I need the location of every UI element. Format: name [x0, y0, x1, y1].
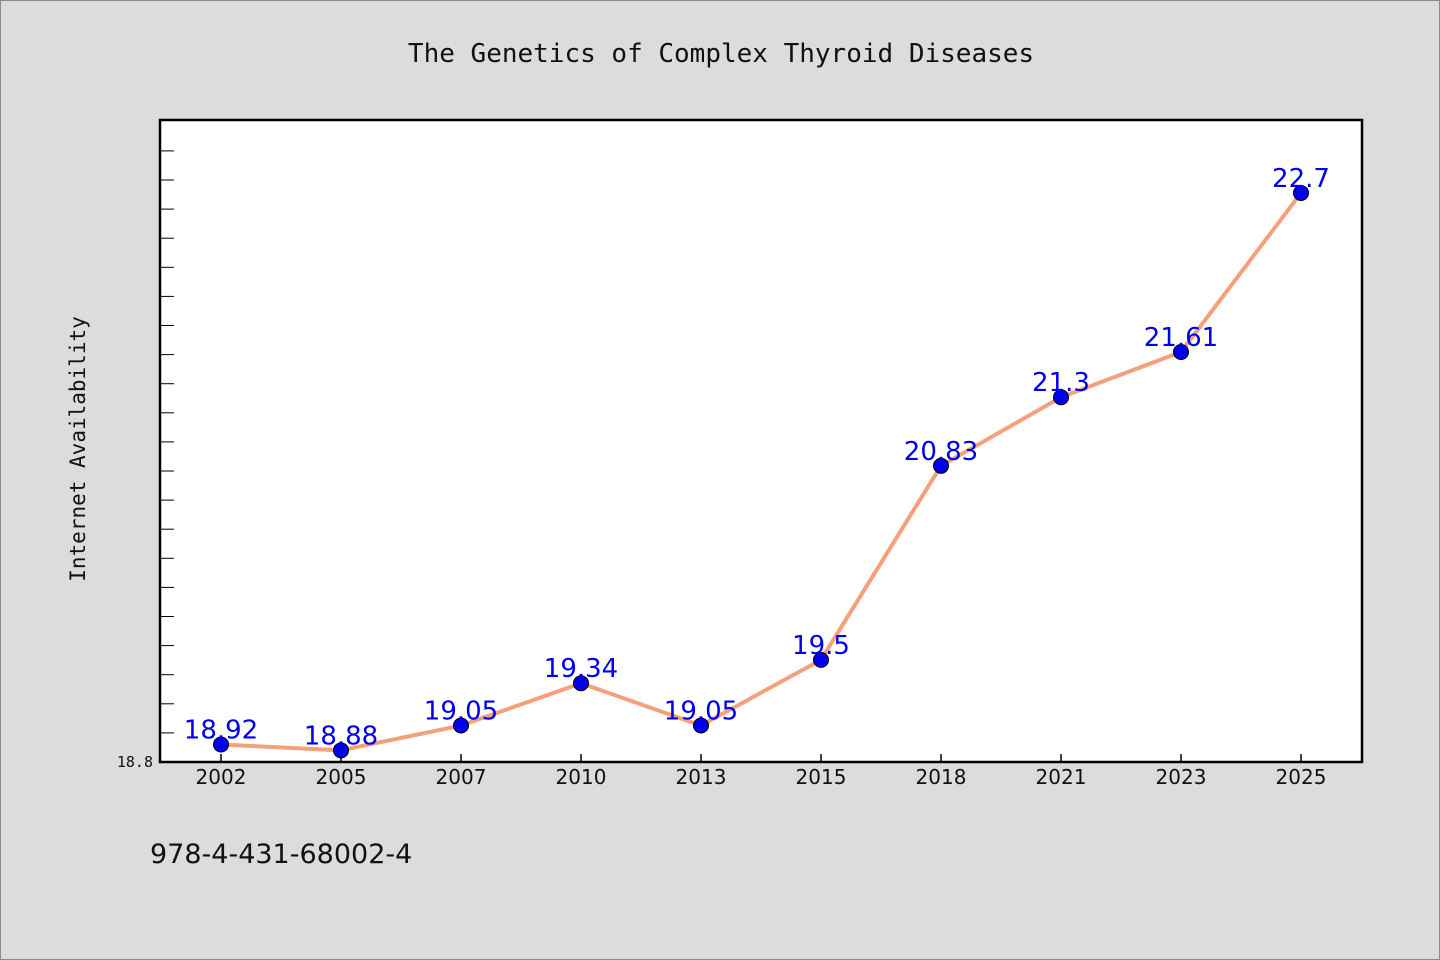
- x-tick-label: 2007: [436, 765, 487, 789]
- data-point: [813, 651, 829, 668]
- data-label: 21.61: [1144, 323, 1218, 353]
- data-label: 19.34: [544, 654, 618, 684]
- plot-area: [158, 118, 1364, 764]
- data-point: [333, 742, 349, 759]
- data-label: 21.3: [1032, 368, 1090, 398]
- x-tick-label: 2015: [796, 765, 847, 789]
- series-line: [220, 191, 1303, 753]
- data-point: [453, 717, 469, 734]
- data-label: 20.83: [904, 437, 978, 467]
- x-tick-label: 2010: [556, 765, 607, 789]
- y-axis-minor-ticks: [160, 150, 174, 763]
- data-label: 18.88: [304, 721, 378, 751]
- x-axis-ticks: 2002 2005 2007 2010 2013 2015 2018 2021 2023 2025: [196, 754, 1327, 789]
- data-point: [1173, 343, 1189, 360]
- footer-isbn-text: 978-4-431-68002-4: [150, 839, 412, 870]
- chart-title: The Genetics of Complex Thyroid Diseases: [408, 39, 1034, 69]
- data-label: 19.05: [664, 697, 738, 727]
- x-tick-label: 2025: [1276, 765, 1327, 789]
- x-tick-label: 2023: [1156, 765, 1207, 789]
- data-point: [213, 736, 229, 753]
- data-point: [1293, 184, 1309, 201]
- x-tick-label: 2013: [676, 765, 727, 789]
- data-label: 19.5: [792, 631, 850, 661]
- data-point: [933, 457, 949, 474]
- data-label: 19.05: [424, 697, 498, 727]
- y-axis-label: Internet Availability: [66, 316, 90, 582]
- data-point: [1053, 389, 1069, 406]
- x-tick-label: 2005: [316, 765, 367, 789]
- data-point: [693, 717, 709, 734]
- x-tick-label: 2021: [1036, 765, 1087, 789]
- data-labels: 18.92 18.88 19.05 19.34 19.05 19.5 20.83 21.3 21…: [184, 164, 1330, 751]
- x-tick-label: 2002: [196, 765, 247, 789]
- series-markers: [213, 184, 1309, 759]
- data-label: 22.7: [1272, 164, 1330, 194]
- data-label: 18.92: [184, 715, 258, 745]
- data-point: [573, 675, 589, 692]
- x-tick-label: 2018: [916, 765, 967, 789]
- y-tick-label: 18.8: [117, 753, 153, 771]
